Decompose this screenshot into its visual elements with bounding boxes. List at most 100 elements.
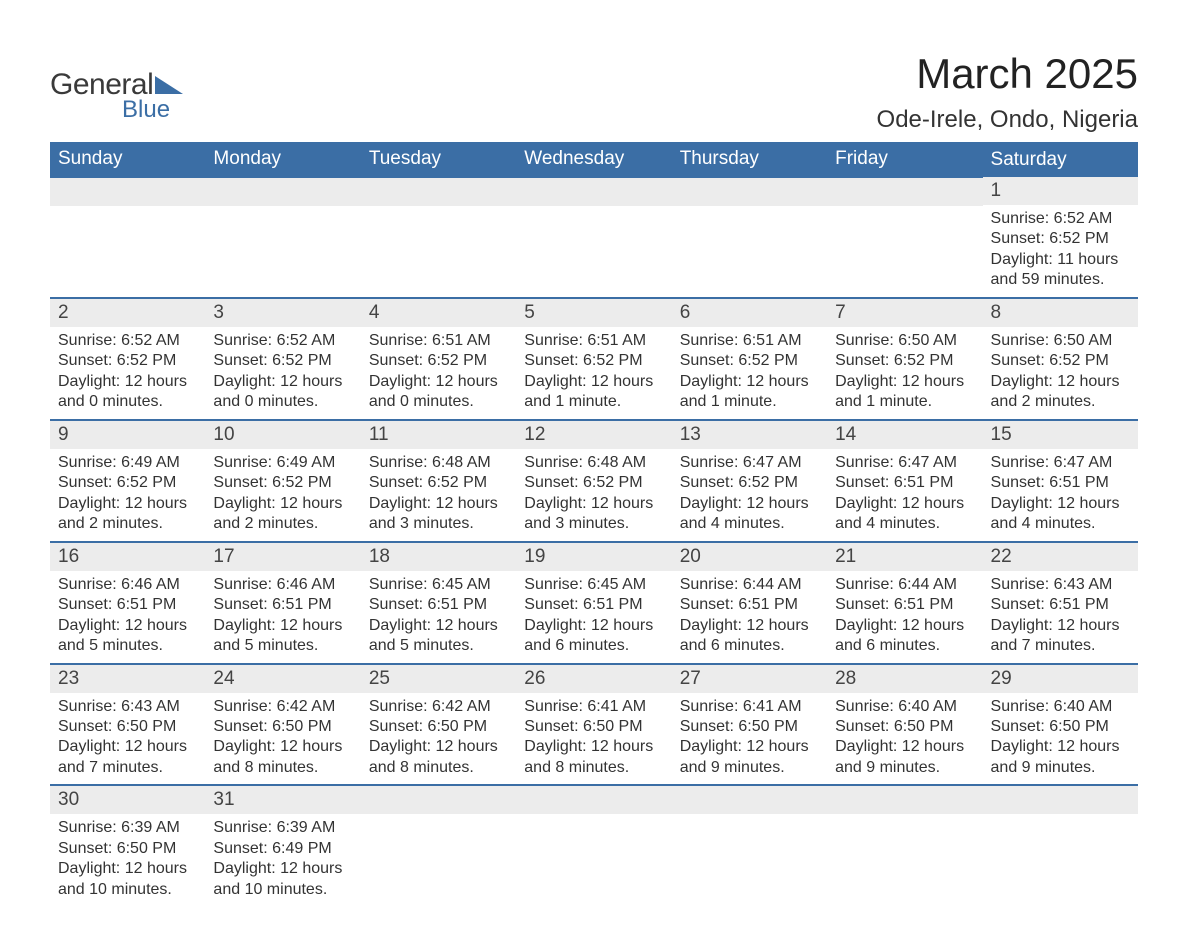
daylight-text: Daylight: 12 hours and 6 minutes. (680, 616, 819, 657)
location-subtitle: Ode-Irele, Ondo, Nigeria (877, 106, 1138, 134)
day-details: Sunrise: 6:39 AMSunset: 6:50 PMDaylight:… (50, 814, 205, 906)
day-header: Saturday (983, 142, 1138, 177)
day-number: 26 (516, 665, 671, 693)
sunrise-text: Sunrise: 6:42 AM (369, 697, 508, 717)
title-block: March 2025 Ode-Irele, Ondo, Nigeria (877, 50, 1138, 134)
day-cell: 6Sunrise: 6:51 AMSunset: 6:52 PMDaylight… (672, 298, 827, 420)
day-number-bar-empty (672, 786, 827, 814)
day-details: Sunrise: 6:52 AMSunset: 6:52 PMDaylight:… (50, 327, 205, 419)
sunrise-text: Sunrise: 6:49 AM (58, 453, 197, 473)
day-number-bar-empty (516, 178, 671, 206)
day-details: Sunrise: 6:47 AMSunset: 6:51 PMDaylight:… (983, 449, 1138, 541)
day-details: Sunrise: 6:49 AMSunset: 6:52 PMDaylight:… (50, 449, 205, 541)
sunrise-text: Sunrise: 6:45 AM (524, 575, 663, 595)
day-cell: 30Sunrise: 6:39 AMSunset: 6:50 PMDayligh… (50, 785, 205, 906)
daylight-text: Daylight: 12 hours and 1 minute. (835, 372, 974, 413)
day-number: 1 (983, 177, 1138, 205)
day-cell: 25Sunrise: 6:42 AMSunset: 6:50 PMDayligh… (361, 664, 516, 786)
day-cell: 2Sunrise: 6:52 AMSunset: 6:52 PMDaylight… (50, 298, 205, 420)
day-cell: 8Sunrise: 6:50 AMSunset: 6:52 PMDaylight… (983, 298, 1138, 420)
daylight-text: Daylight: 12 hours and 8 minutes. (524, 737, 663, 778)
day-details: Sunrise: 6:48 AMSunset: 6:52 PMDaylight:… (361, 449, 516, 541)
sunrise-text: Sunrise: 6:50 AM (991, 331, 1130, 351)
day-cell: 29Sunrise: 6:40 AMSunset: 6:50 PMDayligh… (983, 664, 1138, 786)
day-details: Sunrise: 6:44 AMSunset: 6:51 PMDaylight:… (672, 571, 827, 663)
day-number-bar-empty (361, 178, 516, 206)
sunrise-text: Sunrise: 6:52 AM (213, 331, 352, 351)
daylight-text: Daylight: 12 hours and 7 minutes. (991, 616, 1130, 657)
day-number-bar-empty (516, 786, 671, 814)
day-number: 16 (50, 543, 205, 571)
sunrise-text: Sunrise: 6:49 AM (213, 453, 352, 473)
sunset-text: Sunset: 6:51 PM (524, 595, 663, 615)
day-cell: 4Sunrise: 6:51 AMSunset: 6:52 PMDaylight… (361, 298, 516, 420)
month-title: March 2025 (877, 50, 1138, 98)
day-cell: 16Sunrise: 6:46 AMSunset: 6:51 PMDayligh… (50, 542, 205, 664)
day-number: 25 (361, 665, 516, 693)
day-cell: 24Sunrise: 6:42 AMSunset: 6:50 PMDayligh… (205, 664, 360, 786)
day-number: 11 (361, 421, 516, 449)
day-number: 29 (983, 665, 1138, 693)
sunset-text: Sunset: 6:52 PM (58, 351, 197, 371)
daylight-text: Daylight: 12 hours and 6 minutes. (835, 616, 974, 657)
day-details: Sunrise: 6:45 AMSunset: 6:51 PMDaylight:… (361, 571, 516, 663)
day-details: Sunrise: 6:47 AMSunset: 6:52 PMDaylight:… (672, 449, 827, 541)
day-cell: 28Sunrise: 6:40 AMSunset: 6:50 PMDayligh… (827, 664, 982, 786)
sunrise-text: Sunrise: 6:52 AM (58, 331, 197, 351)
sunset-text: Sunset: 6:49 PM (213, 839, 352, 859)
daylight-text: Daylight: 12 hours and 0 minutes. (213, 372, 352, 413)
daylight-text: Daylight: 12 hours and 2 minutes. (991, 372, 1130, 413)
day-number: 12 (516, 421, 671, 449)
sunset-text: Sunset: 6:52 PM (991, 351, 1130, 371)
day-cell-empty (827, 177, 982, 298)
sunset-text: Sunset: 6:50 PM (680, 717, 819, 737)
sunrise-text: Sunrise: 6:51 AM (524, 331, 663, 351)
day-cell: 12Sunrise: 6:48 AMSunset: 6:52 PMDayligh… (516, 420, 671, 542)
day-details: Sunrise: 6:45 AMSunset: 6:51 PMDaylight:… (516, 571, 671, 663)
daylight-text: Daylight: 12 hours and 9 minutes. (835, 737, 974, 778)
sunset-text: Sunset: 6:52 PM (991, 229, 1130, 249)
day-number: 20 (672, 543, 827, 571)
daylight-text: Daylight: 12 hours and 5 minutes. (58, 616, 197, 657)
day-cell: 17Sunrise: 6:46 AMSunset: 6:51 PMDayligh… (205, 542, 360, 664)
day-details: Sunrise: 6:51 AMSunset: 6:52 PMDaylight:… (361, 327, 516, 419)
day-number: 5 (516, 299, 671, 327)
day-cell-empty (516, 785, 671, 906)
day-details: Sunrise: 6:41 AMSunset: 6:50 PMDaylight:… (672, 693, 827, 785)
day-cell: 31Sunrise: 6:39 AMSunset: 6:49 PMDayligh… (205, 785, 360, 906)
week-row: 16Sunrise: 6:46 AMSunset: 6:51 PMDayligh… (50, 542, 1138, 664)
sunrise-text: Sunrise: 6:47 AM (680, 453, 819, 473)
daylight-text: Daylight: 12 hours and 0 minutes. (369, 372, 508, 413)
logo-line2: Blue (122, 98, 183, 122)
week-row: 30Sunrise: 6:39 AMSunset: 6:50 PMDayligh… (50, 785, 1138, 906)
daylight-text: Daylight: 12 hours and 9 minutes. (680, 737, 819, 778)
day-number: 19 (516, 543, 671, 571)
day-number-bar-empty (361, 786, 516, 814)
day-cell-empty (516, 177, 671, 298)
sunset-text: Sunset: 6:51 PM (991, 473, 1130, 493)
sunset-text: Sunset: 6:52 PM (524, 351, 663, 371)
week-row: 23Sunrise: 6:43 AMSunset: 6:50 PMDayligh… (50, 664, 1138, 786)
sunset-text: Sunset: 6:52 PM (213, 473, 352, 493)
day-number: 14 (827, 421, 982, 449)
day-details: Sunrise: 6:52 AMSunset: 6:52 PMDaylight:… (205, 327, 360, 419)
day-header: Tuesday (361, 142, 516, 177)
day-cell-empty (672, 177, 827, 298)
daylight-text: Daylight: 12 hours and 1 minute. (524, 372, 663, 413)
sunrise-text: Sunrise: 6:43 AM (991, 575, 1130, 595)
sunrise-text: Sunrise: 6:44 AM (680, 575, 819, 595)
sunrise-text: Sunrise: 6:47 AM (991, 453, 1130, 473)
sunset-text: Sunset: 6:52 PM (524, 473, 663, 493)
day-header: Thursday (672, 142, 827, 177)
day-cell: 15Sunrise: 6:47 AMSunset: 6:51 PMDayligh… (983, 420, 1138, 542)
daylight-text: Daylight: 12 hours and 9 minutes. (991, 737, 1130, 778)
sunrise-text: Sunrise: 6:44 AM (835, 575, 974, 595)
sunset-text: Sunset: 6:51 PM (835, 595, 974, 615)
day-header: Sunday (50, 142, 205, 177)
day-number-bar-empty (827, 786, 982, 814)
daylight-text: Daylight: 12 hours and 8 minutes. (369, 737, 508, 778)
day-cell: 14Sunrise: 6:47 AMSunset: 6:51 PMDayligh… (827, 420, 982, 542)
day-cell: 13Sunrise: 6:47 AMSunset: 6:52 PMDayligh… (672, 420, 827, 542)
day-details: Sunrise: 6:49 AMSunset: 6:52 PMDaylight:… (205, 449, 360, 541)
day-cell: 20Sunrise: 6:44 AMSunset: 6:51 PMDayligh… (672, 542, 827, 664)
